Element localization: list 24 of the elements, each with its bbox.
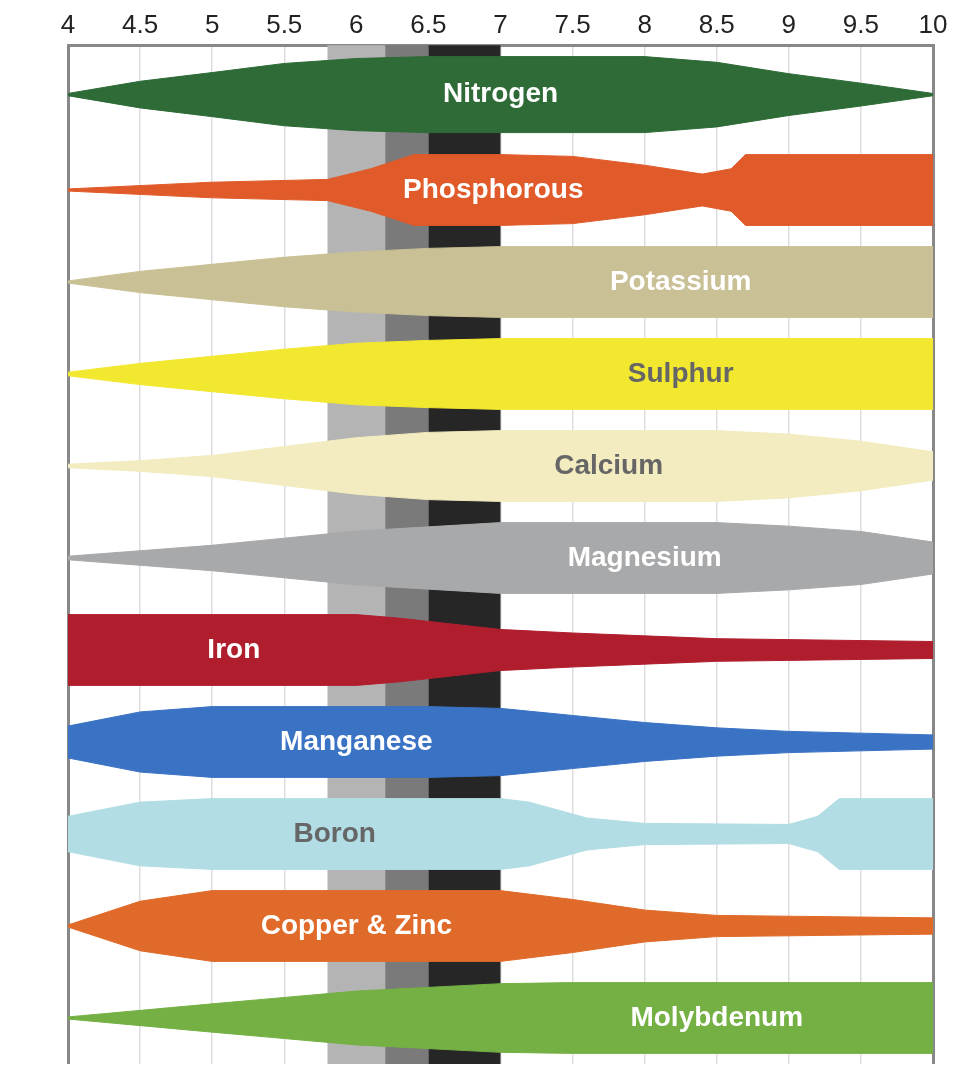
series-label: Boron [293, 816, 376, 848]
x-tick-label: 7 [493, 8, 508, 39]
x-tick-label: 4 [60, 8, 76, 39]
x-tick-label: 8.5 [698, 8, 735, 39]
series-label: Calcium [554, 448, 664, 480]
series-label: Potassium [609, 264, 752, 296]
x-tick-label: 4.5 [122, 8, 159, 39]
x-tick-label: 9 [781, 8, 797, 39]
series-label: Phosphorous [403, 172, 584, 204]
x-tick-label: 9.5 [842, 8, 879, 39]
series-label: Molybdenum [630, 1000, 804, 1032]
series-label: Magnesium [567, 540, 722, 572]
series-label: Manganese [280, 724, 433, 756]
x-tick-label: 7.5 [554, 8, 591, 39]
x-tick-label: 10 [918, 8, 948, 39]
x-tick-label: 5.5 [266, 8, 303, 39]
series-label: Sulphur [627, 356, 734, 388]
series-label: Copper & Zinc [260, 908, 453, 940]
x-tick-label: 6.5 [410, 8, 447, 39]
x-tick-label: 8 [637, 8, 652, 39]
x-tick-label: 6 [349, 8, 364, 39]
x-tick-label: 5 [204, 8, 220, 39]
series-label: Iron [207, 632, 261, 664]
series-label: Nitrogen [442, 77, 559, 109]
